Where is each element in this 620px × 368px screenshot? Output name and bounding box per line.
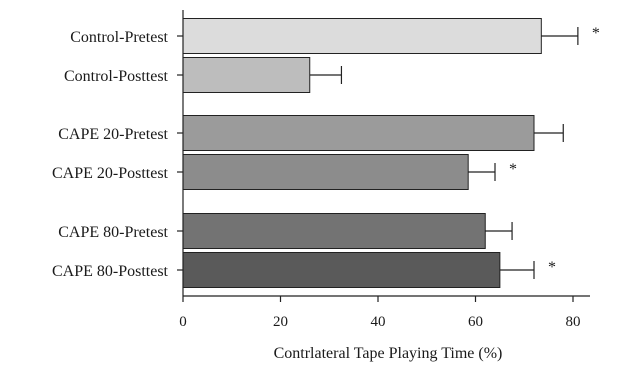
error-bar (534, 124, 564, 142)
x-ticks: 0 20 40 60 80 (179, 296, 581, 330)
category-label: CAPE 80-Posttest (52, 263, 169, 280)
error-bars-layer (309, 27, 579, 279)
bars-layer (182, 18, 542, 288)
bar (182, 57, 311, 93)
x-axis-label: Contrlateral Tape Playing Time (%) (274, 345, 503, 362)
error-bar (541, 27, 579, 45)
bar (182, 252, 501, 288)
x-tick-label: 60 (468, 314, 483, 330)
bar (182, 213, 486, 249)
category-label: CAPE 20-Pretest (58, 126, 168, 143)
bar (182, 115, 535, 151)
x-tick-label: 40 (371, 314, 386, 330)
error-bar (485, 222, 513, 240)
error-bar (309, 66, 343, 84)
category-labels: Control-Pretest Control-Posttest CAPE 20-P… (52, 29, 183, 280)
significance-layer: * * * (509, 25, 600, 276)
x-tick-label: 80 (566, 314, 581, 330)
x-tick-label: 0 (179, 314, 187, 330)
x-tick-label: 20 (273, 314, 288, 330)
bar (182, 18, 542, 54)
category-label: CAPE 20-Posttest (52, 165, 169, 182)
bar (182, 154, 469, 190)
category-label: Control-Posttest (64, 68, 169, 85)
significance-marker: * (548, 259, 556, 276)
error-bar (468, 163, 496, 181)
error-bar (499, 261, 535, 279)
category-label: CAPE 80-Pretest (58, 224, 168, 241)
category-label: Control-Pretest (70, 29, 168, 46)
significance-marker: * (592, 25, 600, 42)
significance-marker: * (509, 161, 517, 178)
